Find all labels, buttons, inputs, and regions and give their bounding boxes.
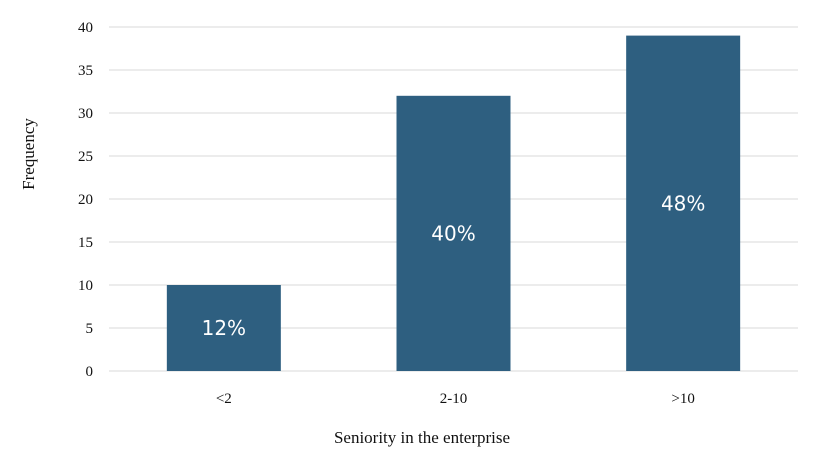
y-axis-ticks: 0 5 10 15 20 25 30 35 40 (78, 20, 93, 380)
y-tick-label: 35 (78, 63, 93, 79)
bar (166, 285, 281, 371)
y-tick-label: 30 (78, 106, 93, 122)
y-tick-label: 5 (86, 321, 94, 337)
bar (396, 95, 511, 372)
y-tick-label: 20 (78, 192, 93, 208)
y-axis-title: Frequency (19, 118, 38, 190)
bar-data-label: 40% (431, 221, 475, 245)
x-axis-ticks: <2 2-10 >10 (216, 391, 695, 407)
y-tick-label: 40 (78, 20, 93, 36)
bar-data-label: 12% (202, 316, 246, 340)
x-tick-label: <2 (216, 391, 232, 407)
y-tick-label: 15 (78, 235, 93, 251)
bars (166, 35, 741, 372)
bar-data-label: 48% (661, 191, 705, 215)
x-tick-label: 2-10 (440, 391, 468, 407)
y-tick-label: 10 (78, 278, 93, 294)
x-tick-label: >10 (671, 391, 694, 407)
y-tick-label: 25 (78, 149, 93, 165)
bar (626, 35, 741, 371)
x-axis-title: Seniority in the enterprise (334, 428, 510, 447)
data-labels: 12% 40% 48% (202, 191, 706, 340)
y-tick-label: 0 (86, 364, 94, 380)
